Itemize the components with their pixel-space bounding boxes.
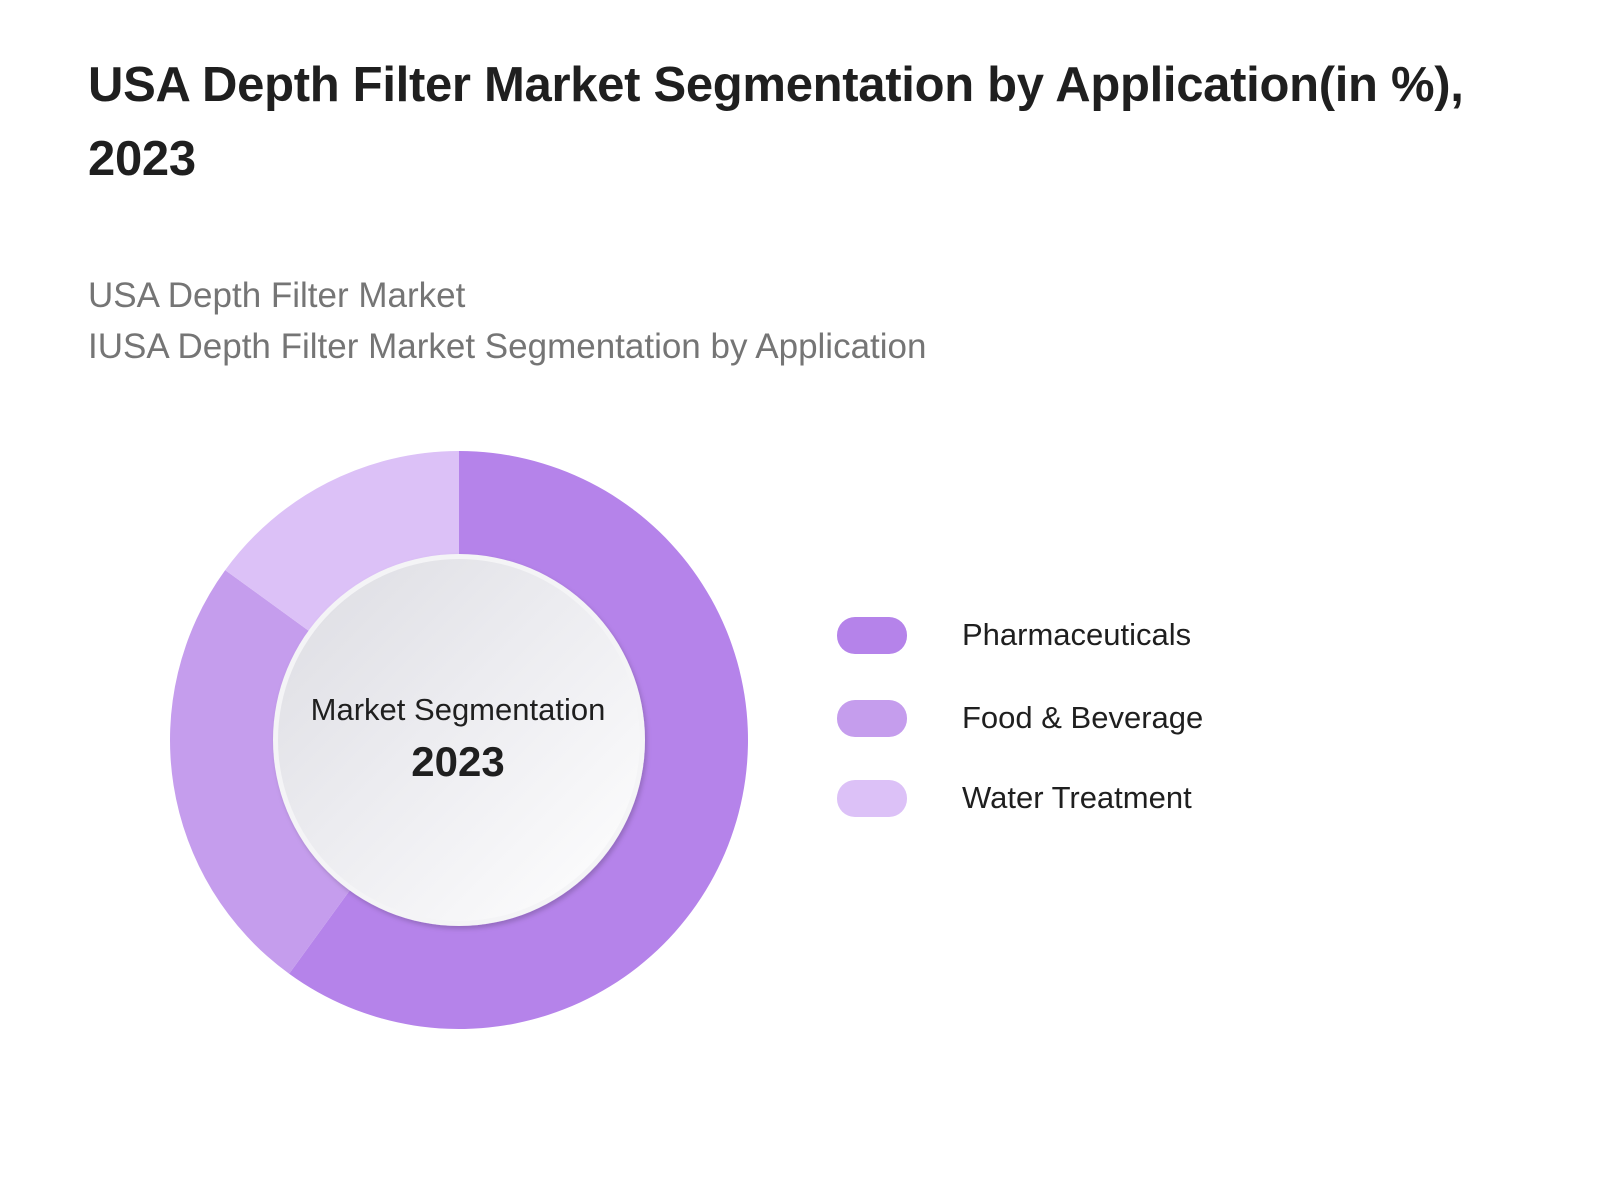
legend-swatch-icon: [837, 616, 907, 654]
donut-chart: [170, 451, 748, 1029]
legend-label: Water Treatment: [962, 780, 1192, 815]
subtitle-line-1: USA Depth Filter Market: [88, 276, 466, 315]
legend-label: Pharmaceuticals: [962, 617, 1192, 652]
center-disc: [278, 559, 640, 921]
chart-title: USA Depth Filter Market Segmentation by …: [88, 58, 1464, 186]
legend-item-water-treatment[interactable]: Water Treatment: [837, 778, 1203, 818]
legend-label: Food & Beverage: [962, 700, 1204, 735]
legend-swatch-icon: [837, 699, 907, 737]
chart-legend: Pharmaceuticals Food & Beverage Water Tr…: [837, 615, 1203, 861]
subtitle-line-2: IUSA Depth Filter Market Segmentation by…: [88, 327, 927, 366]
legend-item-pharmaceuticals[interactable]: Pharmaceuticals: [837, 615, 1203, 655]
chart-subtitle: USA Depth Filter Market IUSA Depth Filte…: [88, 270, 926, 372]
donut-svg: [170, 451, 748, 1029]
legend-swatch-icon: [837, 779, 907, 817]
legend-item-food-beverage[interactable]: Food & Beverage: [837, 698, 1203, 738]
